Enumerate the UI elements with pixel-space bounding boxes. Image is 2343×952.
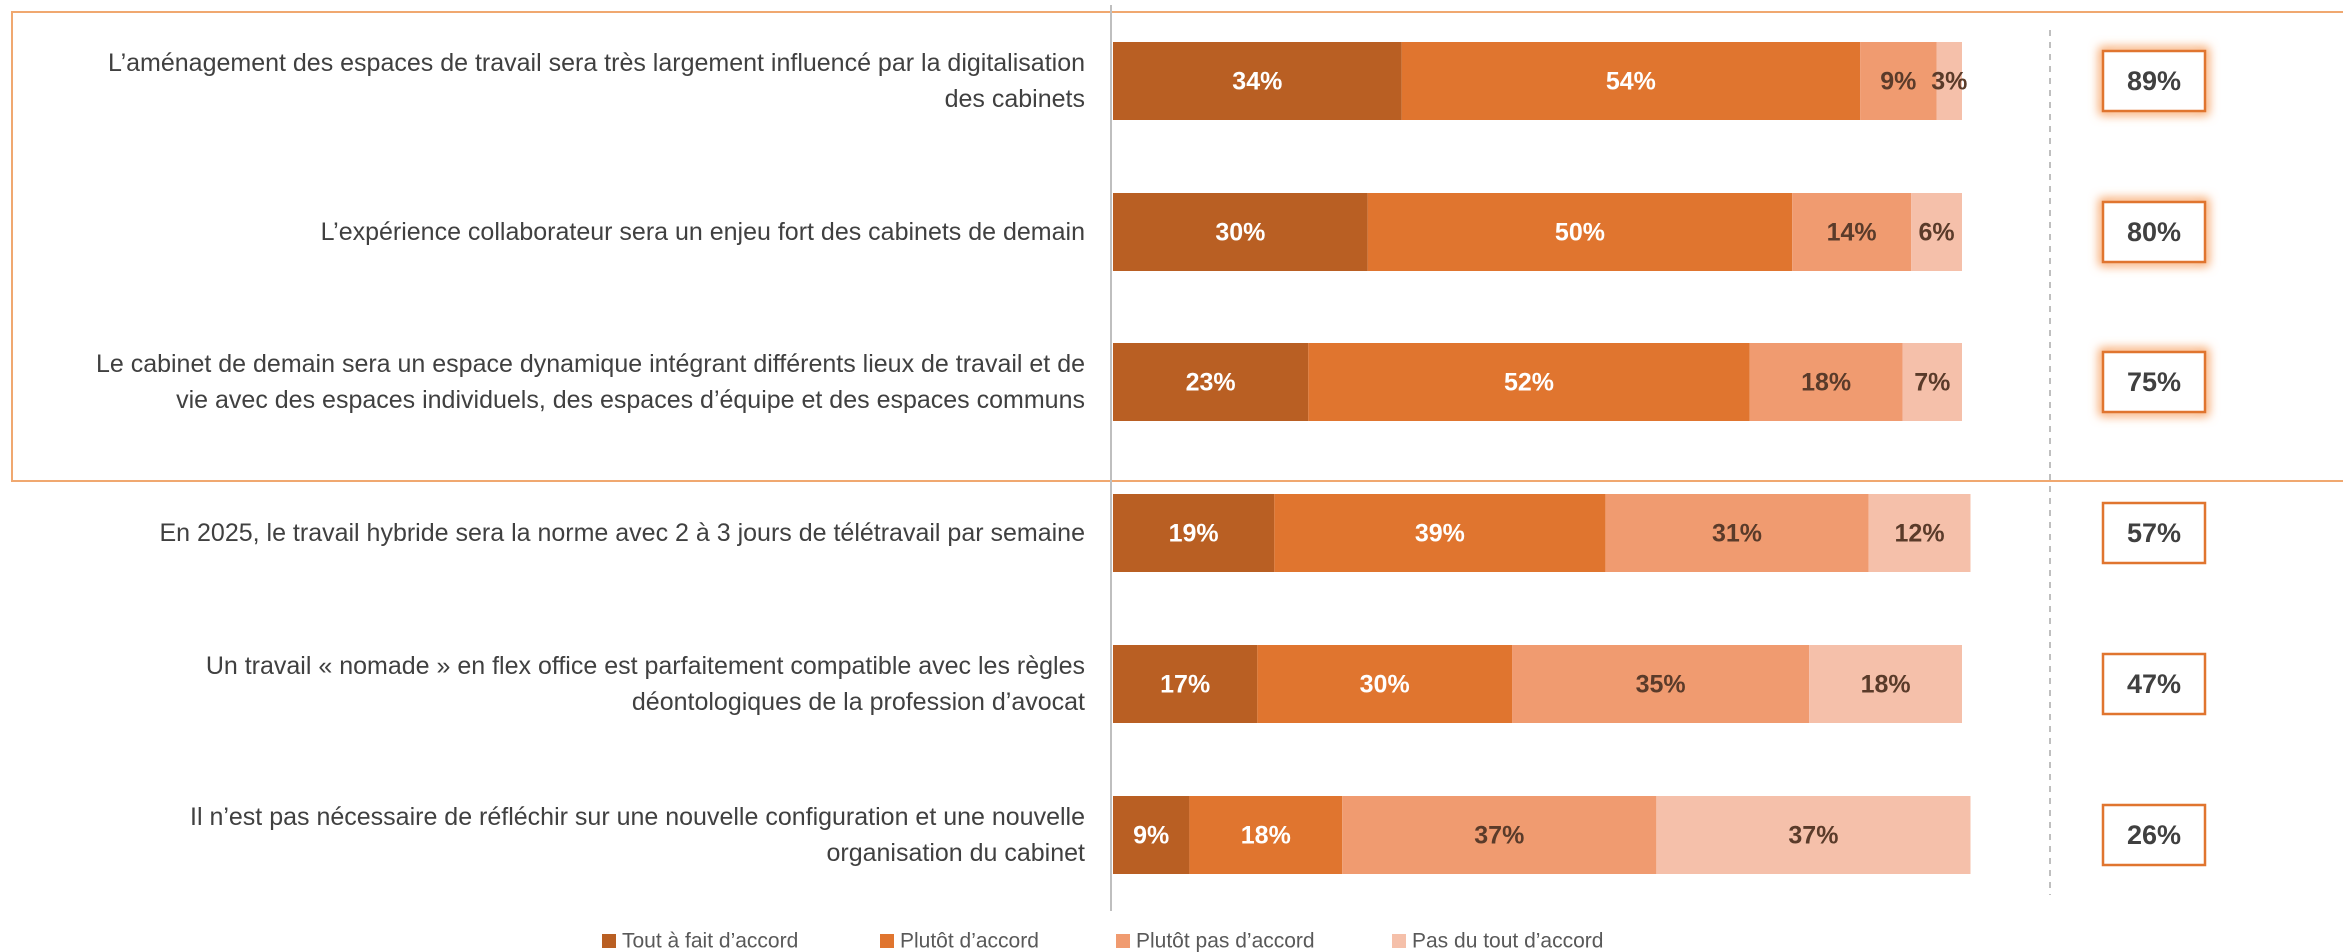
category-label: L’expérience collaborateur sera un enjeu…	[320, 218, 1085, 246]
value-label: 50%	[1555, 219, 1605, 247]
value-label: 54%	[1606, 68, 1656, 96]
bar-segment	[1113, 42, 1402, 120]
value-label: 18%	[1801, 369, 1851, 397]
bar-segment	[1809, 645, 1962, 723]
value-label: 30%	[1360, 671, 1410, 699]
bar-segment	[1274, 494, 1606, 572]
value-label: 6%	[1918, 219, 1954, 247]
category-label: Il n’est pas nécessaire de réfléchir sur…	[190, 803, 1085, 867]
total-box	[2101, 803, 2207, 867]
total-box	[2101, 200, 2207, 264]
bar-segment	[1113, 796, 1190, 874]
legend-swatch	[602, 934, 616, 948]
bar-segment	[1189, 796, 1343, 874]
value-label: 14%	[1827, 219, 1877, 247]
bar-segment	[1911, 193, 1962, 271]
legend-swatch	[1116, 934, 1130, 948]
total-box	[2101, 350, 2207, 414]
bar-segment	[1902, 343, 1962, 421]
bar-segment	[1401, 42, 1861, 120]
bar-segment	[1342, 796, 1657, 874]
total-label: 80%	[2127, 217, 2181, 247]
bar-segment	[1868, 494, 1971, 572]
value-label: 23%	[1186, 369, 1236, 397]
value-label: 17%	[1160, 671, 1210, 699]
total-label: 75%	[2127, 367, 2181, 397]
bar-segment	[1749, 343, 1903, 421]
legend-label: Tout à fait d’accord	[622, 930, 798, 952]
value-label: 18%	[1861, 671, 1911, 699]
value-label: 19%	[1169, 520, 1219, 548]
total-label: 47%	[2127, 669, 2181, 699]
total-box	[2101, 501, 2207, 565]
value-label: 12%	[1895, 520, 1945, 548]
bar-segment	[1605, 494, 1869, 572]
value-label: 18%	[1241, 822, 1291, 850]
value-label: 7%	[1914, 369, 1950, 397]
bar-segment	[1792, 193, 1912, 271]
total-label: 26%	[2127, 820, 2181, 850]
legend-label: Plutôt d’accord	[900, 930, 1039, 952]
bar-segment	[1860, 42, 1937, 120]
total-box	[2101, 652, 2207, 716]
value-label: 35%	[1636, 671, 1686, 699]
value-label: 52%	[1504, 369, 1554, 397]
legend-swatch	[880, 934, 894, 948]
value-label: 3%	[1931, 68, 1967, 96]
bar-segment	[1512, 645, 1810, 723]
total-label: 89%	[2127, 66, 2181, 96]
bar-segment	[1113, 193, 1368, 271]
value-label: 37%	[1788, 822, 1838, 850]
bar-segment	[1113, 343, 1309, 421]
category-label: Le cabinet de demain sera un espace dyna…	[95, 350, 1085, 414]
bar-segment	[1113, 645, 1258, 723]
total-label: 57%	[2127, 518, 2181, 548]
value-label: 9%	[1880, 68, 1916, 96]
category-label: L’aménagement des espaces de travail ser…	[108, 49, 1085, 113]
bar-segment	[1936, 42, 1962, 120]
bar-segment	[1367, 193, 1793, 271]
legend-label: Plutôt pas d’accord	[1136, 930, 1315, 952]
value-label: 39%	[1415, 520, 1465, 548]
value-label: 30%	[1215, 219, 1265, 247]
value-label: 31%	[1712, 520, 1762, 548]
bar-segment	[1656, 796, 1971, 874]
highlight-frame	[11, 11, 2343, 482]
value-label: 34%	[1232, 68, 1282, 96]
total-box	[2101, 49, 2207, 113]
legend-swatch	[1392, 934, 1406, 948]
value-label: 9%	[1133, 822, 1169, 850]
bar-segment	[1257, 645, 1513, 723]
legend-label: Pas du tout d’accord	[1412, 930, 1603, 952]
bar-segment	[1308, 343, 1750, 421]
bar-segment	[1113, 494, 1275, 572]
category-label: En 2025, le travail hybride sera la norm…	[159, 519, 1085, 547]
value-label: 37%	[1474, 822, 1524, 850]
category-label: Un travail « nomade » en flex office est…	[205, 652, 1085, 716]
